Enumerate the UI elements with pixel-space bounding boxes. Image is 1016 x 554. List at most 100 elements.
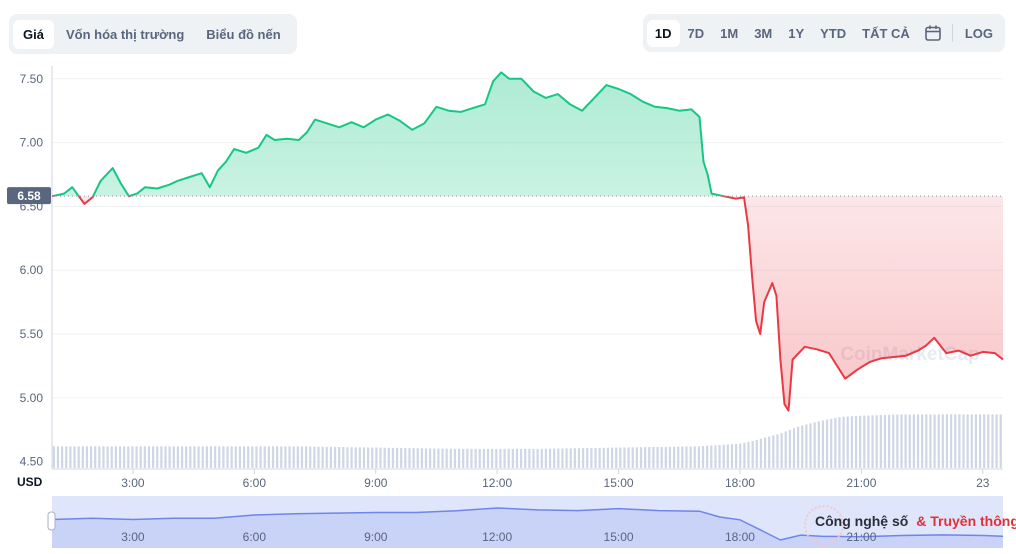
volume-bar [706,445,709,468]
volume-bar [751,440,754,468]
volume-bar [821,420,825,468]
volume-bar [296,446,299,468]
volume-bar [565,448,568,468]
range-1y-button[interactable]: 1Y [788,25,805,41]
range-all-button[interactable]: TẤT CẢ [862,25,910,41]
volume-bar [342,447,345,468]
volume-bar [801,425,804,468]
volume-bar [56,446,60,468]
volume-bar [449,448,452,468]
volume-bar [797,426,800,468]
volume-bar [73,446,76,468]
volume-bar [61,446,64,468]
volume-bar [962,414,965,468]
tab-market-cap[interactable]: Vốn hóa thị trường [65,26,185,42]
volume-bar [548,448,552,468]
volume-bar [391,447,395,468]
volume-bar [300,446,304,468]
volume-bar [991,414,994,468]
navigator: 3:00 6:00 9:00 12:00 15:00 18:00 21:00 [47,496,1004,548]
volume-bar [89,446,93,468]
volume-bar [238,446,242,468]
axes: 7.50 7.00 6.50 6.00 5.50 5.00 4.50 3:00 6:00 9:00… [20,72,990,490]
volume-bar [168,446,171,468]
range-7d-button[interactable]: 7D [687,25,705,41]
volume-bar [143,446,146,468]
volume-bar [313,446,316,468]
volume-bar [387,447,390,468]
volume-bar [602,447,605,468]
volume-bar [408,448,411,468]
volume-bar [85,446,89,468]
range-1m-button[interactable]: 1M [720,25,739,41]
volume-bar [321,446,324,468]
volume-bar [123,446,126,468]
volume-bar [689,446,692,468]
y-tick-label: 6.50 [20,199,44,213]
volume-bar [230,446,233,468]
volume-bar [995,414,998,468]
range-divider [951,24,953,42]
volume-bar [900,414,903,468]
volume-bar [214,446,217,468]
volume-bar [263,446,266,468]
volume-bar [515,448,519,468]
volume-bar [817,421,820,468]
tab-candlestick[interactable]: Biểu đồ nến [206,26,281,42]
volume-bar [280,446,283,468]
volume-bar [842,416,845,468]
volume-bar [429,448,432,468]
volume-bar [784,431,787,468]
calendar-icon[interactable] [918,21,948,45]
volume-bar [362,447,366,468]
navigator-handle[interactable] [47,511,56,531]
volume-bar [519,448,523,468]
volume-bar [648,447,651,468]
volume-bar [367,447,370,468]
volume-bar [768,436,771,468]
volume-bar [189,446,192,468]
volume-bar [400,447,403,468]
volume-bar [325,446,328,468]
log-scale-toggle[interactable]: LOG [964,25,993,41]
range-1d-button[interactable]: 1D [646,19,680,47]
volume-bar [358,447,361,468]
volume-bar [863,415,866,468]
y-tick-label: 4.50 [20,455,44,469]
watermark: CoinMarketCap [840,344,979,365]
volume-bar [681,446,684,468]
volume-bar [892,414,895,468]
range-ytd-button[interactable]: YTD [820,25,847,41]
navigator-line [51,507,1004,541]
range-3m-button[interactable]: 3M [754,25,773,41]
volume-bar [354,447,357,468]
x-tick-label: 18:00 [725,476,755,490]
volume-bar [478,448,481,468]
volume-bar [896,414,899,468]
volume-bar [276,446,279,468]
x-tick-label: 9:00 [364,476,388,490]
volume-bar [404,448,407,468]
volume-bar [656,446,659,468]
volume-bar [978,414,982,468]
current-price-label: 6.58 [7,187,51,205]
tab-price[interactable]: Giá [13,19,54,49]
volume-bar [131,446,134,468]
volume-bar [759,438,763,468]
volume-bar [441,448,444,468]
volume-bar [664,446,667,468]
volume-bar [528,448,531,468]
volume-bar [259,446,262,468]
volume-bar [495,448,498,468]
volume-bar [507,448,510,468]
volume-bar [201,446,204,468]
navigator-area [52,508,1003,548]
volume-bar [553,448,556,468]
volume-bar [540,448,543,468]
volume-bar [941,414,944,468]
x-tick-label: 6:00 [243,476,267,490]
x-tick-label: 15:00 [604,476,634,490]
volume-bar [780,433,783,468]
volume-bar [474,448,477,468]
